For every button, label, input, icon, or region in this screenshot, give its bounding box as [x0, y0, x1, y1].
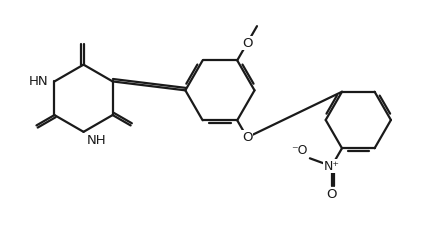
- Text: O: O: [327, 188, 337, 201]
- Text: O: O: [242, 37, 253, 50]
- Text: N⁺: N⁺: [324, 160, 339, 173]
- Text: NH: NH: [86, 134, 106, 147]
- Text: ⁻O: ⁻O: [291, 144, 308, 157]
- Text: O: O: [242, 131, 253, 144]
- Text: HN: HN: [29, 75, 48, 88]
